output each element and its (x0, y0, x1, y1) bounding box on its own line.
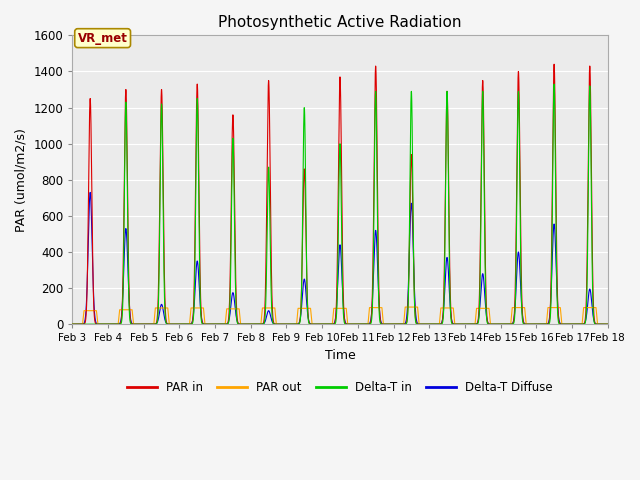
Legend: PAR in, PAR out, Delta-T in, Delta-T Diffuse: PAR in, PAR out, Delta-T in, Delta-T Dif… (123, 377, 557, 399)
X-axis label: Time: Time (324, 349, 355, 362)
Title: Photosynthetic Active Radiation: Photosynthetic Active Radiation (218, 15, 461, 30)
Text: VR_met: VR_met (77, 32, 127, 45)
Y-axis label: PAR (umol/m2/s): PAR (umol/m2/s) (15, 128, 28, 232)
